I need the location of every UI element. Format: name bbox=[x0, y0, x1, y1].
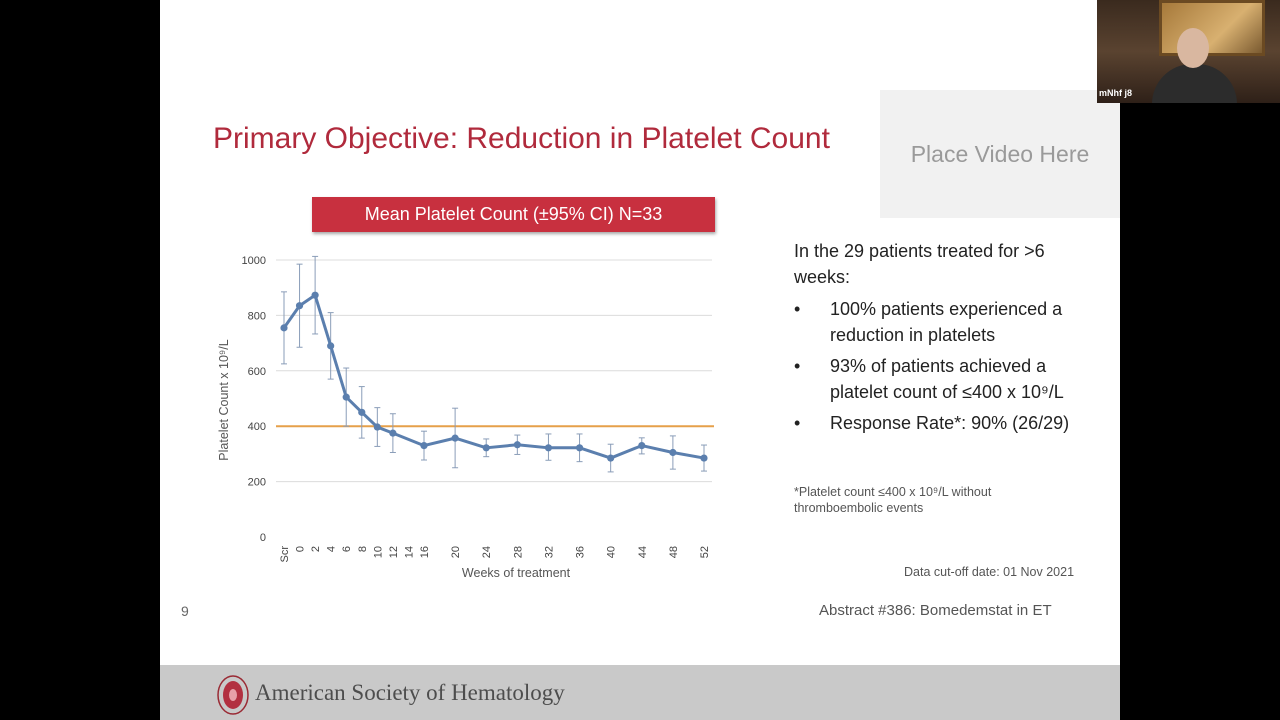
series-line bbox=[282, 293, 705, 460]
data-point bbox=[575, 444, 584, 452]
data-point bbox=[482, 444, 490, 452]
x-axis-label: Weeks of treatment bbox=[462, 566, 571, 580]
findings-intro: In the 29 patients treated for >6 weeks: bbox=[794, 241, 1045, 287]
data-point bbox=[389, 429, 397, 437]
abstract-reference: Abstract #386: Bomedemstat in ET bbox=[819, 602, 1052, 619]
x-tick-label: 4 bbox=[326, 546, 338, 552]
data-point bbox=[280, 324, 288, 332]
presenter-body bbox=[1152, 64, 1237, 103]
data-point bbox=[638, 441, 646, 450]
chart-banner: Mean Platelet Count (±95% CI) N=33 bbox=[312, 197, 715, 232]
x-tick-label: 14 bbox=[403, 546, 415, 558]
y-tick-label: 600 bbox=[248, 366, 266, 378]
ash-wordmark: American Society of Hematology bbox=[255, 680, 565, 705]
data-point bbox=[358, 408, 366, 416]
data-point bbox=[669, 448, 677, 457]
series-line-group bbox=[282, 293, 705, 460]
x-tick-label: 16 bbox=[419, 546, 431, 558]
y-axis-label: Platelet Count x 10⁹/L bbox=[217, 339, 231, 460]
x-tick-label: 52 bbox=[699, 546, 711, 558]
data-point bbox=[311, 291, 319, 299]
data-cutoff: Data cut-off date: 01 Nov 2021 bbox=[904, 565, 1075, 579]
error-bars bbox=[281, 255, 707, 473]
y-tick-label: 1000 bbox=[242, 255, 266, 267]
slide-title: Primary Objective: Reduction in Platelet… bbox=[213, 122, 830, 155]
data-point bbox=[607, 454, 615, 462]
x-tick-label: 20 bbox=[450, 546, 462, 558]
findings-list: 100% patients experienced a reduction in… bbox=[794, 296, 1094, 436]
x-tick-label: 44 bbox=[637, 546, 649, 558]
finding-item: 100% patients experienced a reduction in… bbox=[794, 296, 1094, 348]
x-tick-label: 40 bbox=[606, 546, 618, 558]
webcam-thumbnail: mNhf j8 bbox=[1097, 0, 1280, 103]
ash-logo-icon bbox=[217, 675, 249, 715]
video-placeholder: Place Video Here bbox=[880, 90, 1120, 218]
finding-item: 93% of patients achieved a platelet coun… bbox=[794, 353, 1094, 405]
x-tick-label: 12 bbox=[388, 546, 400, 558]
data-point bbox=[373, 423, 381, 431]
footer-bar: American Society of Hematology bbox=[160, 665, 1120, 720]
x-tick-label: 32 bbox=[543, 546, 555, 558]
y-tick-label: 0 bbox=[260, 532, 266, 544]
background-painting bbox=[1159, 0, 1265, 56]
data-point bbox=[700, 454, 708, 462]
data-point bbox=[342, 393, 350, 401]
data-point bbox=[327, 342, 335, 350]
y-tick-label: 800 bbox=[248, 310, 266, 322]
data-point bbox=[420, 441, 428, 450]
finding-item: Response Rate*: 90% (26/29) bbox=[794, 410, 1094, 436]
data-point bbox=[295, 302, 304, 310]
footnote: *Platelet count ≤400 x 10⁹/L without thr… bbox=[794, 485, 992, 515]
webcam-name-label: mNhf j8 bbox=[1099, 88, 1133, 98]
y-tick-label: 400 bbox=[248, 421, 266, 433]
x-tick-label: 8 bbox=[357, 546, 369, 552]
data-point bbox=[451, 434, 459, 442]
x-tick-label: 2 bbox=[310, 546, 322, 552]
key-findings: In the 29 patients treated for >6 weeks:… bbox=[794, 238, 1094, 441]
data-point bbox=[544, 444, 553, 452]
x-tick-label: 48 bbox=[668, 546, 680, 558]
x-tick-label: 36 bbox=[575, 546, 587, 558]
slide-number: 9 bbox=[181, 603, 189, 619]
presenter-head bbox=[1177, 28, 1209, 68]
slide: Primary Objective: Reduction in Platelet… bbox=[160, 0, 1120, 720]
x-tick-label: 24 bbox=[481, 546, 493, 558]
y-tick-label: 200 bbox=[248, 477, 266, 489]
x-tick-label: 10 bbox=[372, 546, 384, 558]
x-tick-label: 0 bbox=[295, 546, 307, 552]
data-points bbox=[280, 291, 708, 462]
x-tick-label: 28 bbox=[512, 546, 524, 558]
data-point bbox=[513, 441, 521, 449]
x-tick-label: 6 bbox=[341, 546, 353, 552]
x-tick-label: Scr bbox=[279, 546, 291, 563]
